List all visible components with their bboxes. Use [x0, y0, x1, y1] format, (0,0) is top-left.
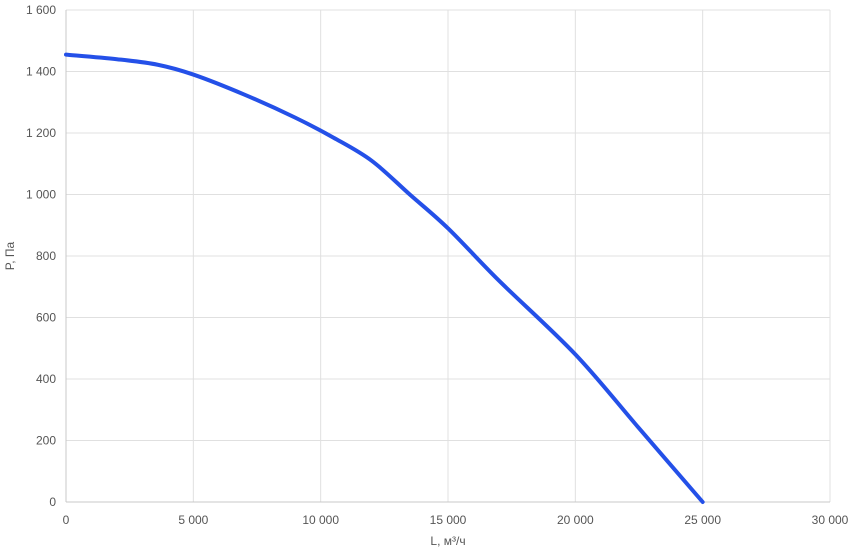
x-tick-label: 20 000	[557, 513, 594, 527]
y-tick-label: 1 400	[26, 65, 56, 79]
y-tick-label: 400	[36, 372, 56, 386]
y-tick-label: 800	[36, 249, 56, 263]
y-axis-title: P, Па	[3, 241, 17, 270]
tick-labels: 0 5 000 10 000 15 000 20 000 25 000 30 000 0 200…	[26, 3, 849, 527]
grid	[66, 9, 831, 502]
series-line	[64, 52, 705, 504]
y-tick-label: 1 200	[26, 126, 56, 140]
y-tick-label: 200	[36, 434, 56, 448]
y-tick-label: 1 600	[26, 3, 56, 17]
y-tick-label: 600	[36, 311, 56, 325]
x-tick-label: 10 000	[302, 513, 339, 527]
y-tick-label: 1 000	[26, 188, 56, 202]
y-tick-label: 0	[49, 495, 56, 509]
x-tick-label: 5 000	[178, 513, 208, 527]
x-tick-label: 15 000	[430, 513, 467, 527]
x-tick-label: 25 000	[684, 513, 721, 527]
x-tick-label: 30 000	[812, 513, 849, 527]
series-layer	[64, 52, 705, 504]
x-tick-label: 0	[63, 513, 70, 527]
x-axis-title: L, м³/ч	[430, 534, 465, 548]
